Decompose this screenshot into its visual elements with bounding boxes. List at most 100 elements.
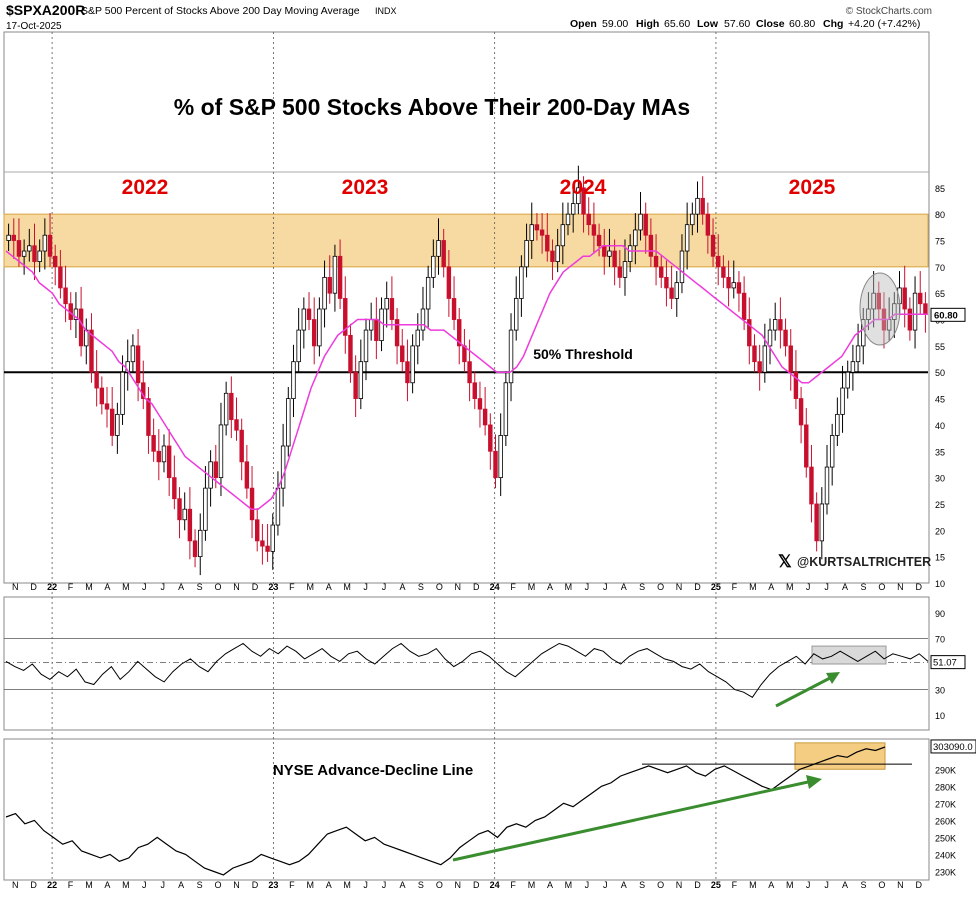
x-tick-label: F <box>510 582 516 592</box>
x-tick-label: A <box>621 582 627 592</box>
candle <box>343 276 348 354</box>
x-tick-label: N <box>233 582 240 592</box>
moving-average-line <box>5 245 928 510</box>
candle-body <box>229 392 234 421</box>
candle-body <box>363 329 369 363</box>
y-tick-label: 10 <box>935 579 945 589</box>
candle <box>539 213 545 254</box>
candle-body <box>275 487 281 526</box>
candle-body <box>809 466 814 505</box>
candle <box>296 307 301 373</box>
candle-body <box>21 250 27 257</box>
x-tick-label: N <box>12 582 19 592</box>
x-tick-label: A <box>547 582 553 592</box>
candle <box>508 313 514 402</box>
x-tick-label: M <box>528 880 536 890</box>
open-label: Open <box>570 18 597 30</box>
candle <box>767 318 773 365</box>
candle-body <box>161 445 167 463</box>
rsi-line <box>5 642 929 698</box>
candle-body <box>503 382 509 436</box>
candle <box>52 244 58 286</box>
candle <box>135 329 141 402</box>
x-tick-label: O <box>436 582 443 592</box>
candle <box>591 202 597 254</box>
candle <box>488 413 493 470</box>
candle-body <box>32 245 37 262</box>
candle-body <box>918 292 923 305</box>
candle-body <box>52 255 58 268</box>
candle <box>607 228 612 267</box>
candle-body <box>182 508 187 521</box>
rsi-y-tick: 70 <box>935 634 945 644</box>
candle-body <box>37 250 42 262</box>
candle <box>493 434 498 489</box>
handle-watermark: @KURTSALTRICHTER <box>797 555 931 569</box>
candle <box>218 402 224 497</box>
candle <box>570 186 576 233</box>
candle-body <box>172 477 177 500</box>
candle-body <box>772 319 778 331</box>
x-tick-label: M <box>528 582 536 592</box>
candle <box>653 234 659 286</box>
candle-body <box>301 308 307 331</box>
x-tick-label: D <box>473 582 480 592</box>
candle <box>260 523 265 565</box>
candle <box>47 213 53 267</box>
x-tick-label: D <box>473 880 480 890</box>
x-tick-label: A <box>768 880 774 890</box>
candle-body <box>778 319 783 331</box>
x-tick-label: S <box>418 880 424 890</box>
candle <box>431 239 436 288</box>
ad-panel-frame <box>3 738 930 881</box>
rsi-y-tick: 30 <box>935 686 945 696</box>
x-tick-label: M <box>85 880 93 890</box>
candle-body <box>493 450 498 479</box>
candle-body <box>239 429 244 463</box>
candle <box>596 223 602 257</box>
candle <box>581 176 586 233</box>
candle-body <box>565 213 571 226</box>
ad-y-tick: 260K <box>935 816 956 826</box>
close-label: Close <box>756 18 785 30</box>
candle-body <box>431 255 436 278</box>
candle-body <box>819 503 825 542</box>
candle-body <box>42 234 48 252</box>
candle-body <box>741 292 747 320</box>
candle <box>690 202 695 236</box>
candle <box>327 255 332 304</box>
x-tick-label: M <box>749 880 757 890</box>
candle-body <box>441 240 446 268</box>
candle <box>617 249 623 288</box>
rsi-y-tick: 90 <box>935 609 945 619</box>
candle <box>234 397 239 441</box>
candle-body <box>690 213 695 226</box>
candle <box>721 255 726 288</box>
candle <box>130 334 136 373</box>
x-tick-label: 25 <box>711 582 721 592</box>
candle <box>871 271 876 328</box>
candle-body <box>296 329 301 363</box>
ad-value-box <box>930 739 976 754</box>
candle <box>306 292 312 331</box>
x-tick-label: J <box>603 880 608 890</box>
candle-body <box>539 229 545 236</box>
candle-body <box>840 387 845 415</box>
candle-body <box>348 334 353 373</box>
candle-body <box>736 282 742 294</box>
candle-body <box>674 282 679 299</box>
candle <box>177 487 182 539</box>
candle <box>446 249 452 317</box>
candle <box>835 397 840 446</box>
candle <box>394 307 400 365</box>
low-value: 57.60 <box>724 18 750 30</box>
x-tick-label: J <box>382 880 387 890</box>
candle-body <box>337 255 343 299</box>
candle <box>674 271 679 317</box>
candle-body <box>576 187 581 205</box>
x-tick-label: M <box>307 880 315 890</box>
candle <box>477 381 483 428</box>
close-value: 60.80 <box>789 18 815 30</box>
x-tick-label: J <box>142 582 147 592</box>
candle-body <box>192 540 198 558</box>
